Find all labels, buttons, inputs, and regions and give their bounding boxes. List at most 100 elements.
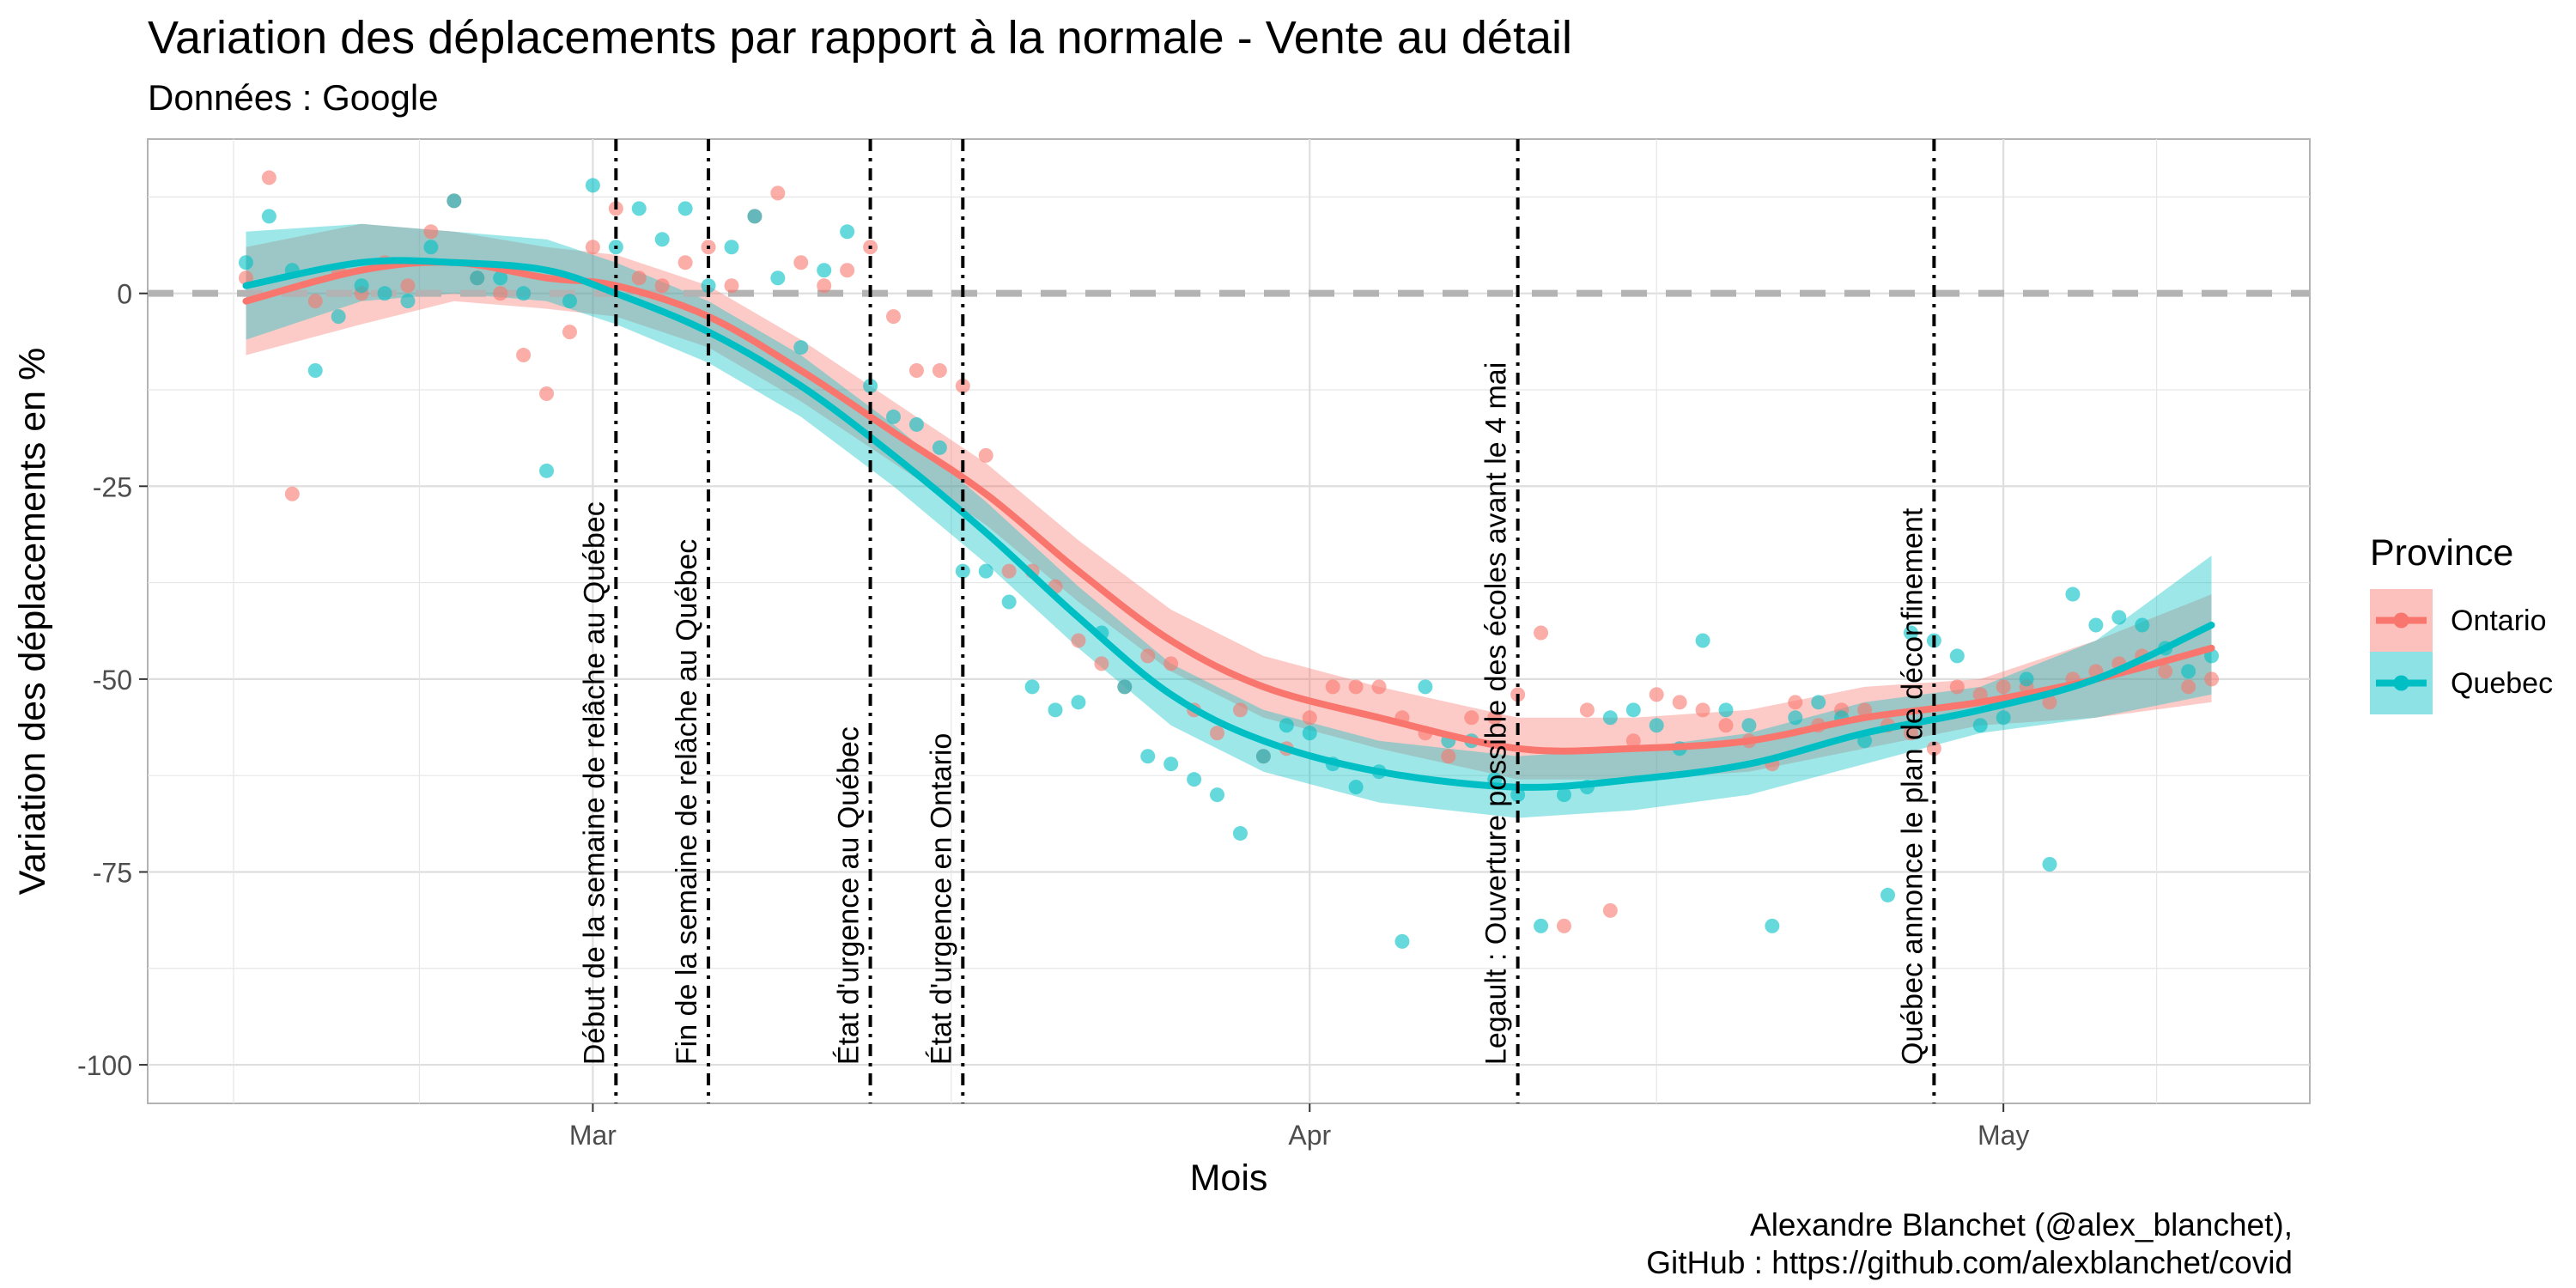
data-point-ontario [493,286,508,301]
data-point-quebec [1117,679,1133,695]
legend-point-ontario [2393,612,2409,629]
data-point-quebec [1510,787,1526,803]
event-label: Legault : Ouverture possible des écoles … [1480,362,1513,1065]
data-point-ontario [585,240,600,255]
x-tick-label: May [1978,1120,2029,1151]
data-point-quebec [2111,610,2127,625]
smooth-lines [242,257,2215,791]
data-point-ontario [1071,633,1086,648]
data-point-quebec [1140,749,1156,764]
data-point-ontario [562,325,577,340]
data-point-ontario [1602,902,1618,918]
data-point-ontario [677,255,693,270]
data-point-ontario [817,278,832,294]
data-point-quebec [423,240,439,255]
data-point-quebec [1210,787,1225,803]
legend-label-quebec: Quebec [2451,667,2553,700]
data-point-quebec [978,563,993,579]
data-point-quebec [1718,702,1734,718]
data-point-ontario [1996,679,2011,695]
data-point-quebec [747,209,762,224]
data-point-quebec [955,563,970,579]
data-point-ontario [307,294,323,309]
data-point-quebec [585,178,600,193]
data-point-ontario [1001,563,1017,579]
data-point-quebec [377,286,392,301]
data-point-quebec [1741,718,1757,733]
caption-author: Alexandre Blanchet (@alex_blanchet), [1750,1207,2293,1242]
data-point-quebec [516,286,532,301]
chart-subtitle: Données : Google [148,77,439,118]
axes: 0 -25 -50 -75 -100 Mar Apr May Mois Variation des… [12,279,2029,1199]
data-point-quebec [677,201,693,216]
data-point-ontario [1534,625,1549,641]
data-point-ontario [1487,710,1503,726]
grid-lines [148,139,2310,1103]
data-point-ontario [654,278,670,294]
data-point-ontario [1695,702,1710,718]
data-point-ontario [1718,718,1734,733]
event-label: Québec annonce le plan de déconfinement [1896,507,1929,1065]
data-point-ontario [1788,695,1803,710]
data-point-quebec [1187,772,1202,787]
data-point-quebec [447,193,462,209]
data-point-quebec [2065,586,2081,602]
data-point-quebec [1556,787,1571,803]
caption: Alexandre Blanchet (@alex_blanchet), Git… [1646,1206,2293,1282]
data-point-ontario [261,170,276,185]
data-point-quebec [331,309,346,325]
data-point-quebec [493,270,508,286]
data-point-quebec [1302,726,1317,741]
data-point-ontario [2042,695,2057,710]
confidence-band-ontario [246,223,2212,780]
data-point-ontario [1903,726,1918,741]
data-point-quebec [1811,695,1826,710]
data-point-ontario [539,386,555,401]
data-point-ontario [2204,671,2220,687]
data-point-quebec [400,294,416,309]
data-point-ontario [1232,702,1248,718]
data-point-quebec [1949,648,1965,664]
data-point-ontario [1163,656,1179,671]
y-tick-label: -50 [93,665,132,696]
data-point-ontario [1441,749,1456,764]
data-point-quebec [261,209,276,224]
data-point-ontario [631,270,647,286]
data-point-ontario [724,278,739,294]
data-point-quebec [1602,710,1618,726]
smooth-line-quebec [242,257,2215,791]
data-point-quebec [1001,594,1017,610]
data-point-quebec [1880,887,1896,902]
data-point-quebec [1279,718,1294,733]
data-point-quebec [1695,633,1710,648]
data-point-quebec [770,270,786,286]
y-tick-label: -25 [93,471,132,502]
data-point-quebec [654,232,670,247]
data-point-ontario [1210,726,1225,741]
data-point-quebec [1394,933,1410,949]
data-point-quebec [1625,702,1641,718]
data-point-ontario [955,378,970,393]
data-point-ontario [516,348,532,363]
data-point-quebec [1765,918,1780,933]
data-point-ontario [840,263,855,278]
event-label: Début de la semaine de relâche au Québec [578,501,611,1065]
data-point-ontario [1348,679,1364,695]
x-axis-title: Mois [1190,1157,1268,1199]
data-point-ontario [908,363,924,379]
data-point-quebec [1255,749,1271,764]
data-point-quebec [1418,679,1433,695]
data-point-ontario [1649,687,1664,702]
data-point-quebec [863,378,878,393]
event-label: Fin de la semaine de relâche au Québec [671,539,703,1065]
y-tick-label: 0 [117,279,132,310]
data-point-ontario [1464,710,1479,726]
data-point-quebec [2181,664,2196,679]
data-point-quebec [932,440,947,455]
event-label: État d'urgence au Québec [833,726,866,1065]
data-point-ontario [886,309,902,325]
data-point-quebec [1348,780,1364,795]
data-point-quebec [840,224,855,240]
data-point-quebec [886,409,902,424]
